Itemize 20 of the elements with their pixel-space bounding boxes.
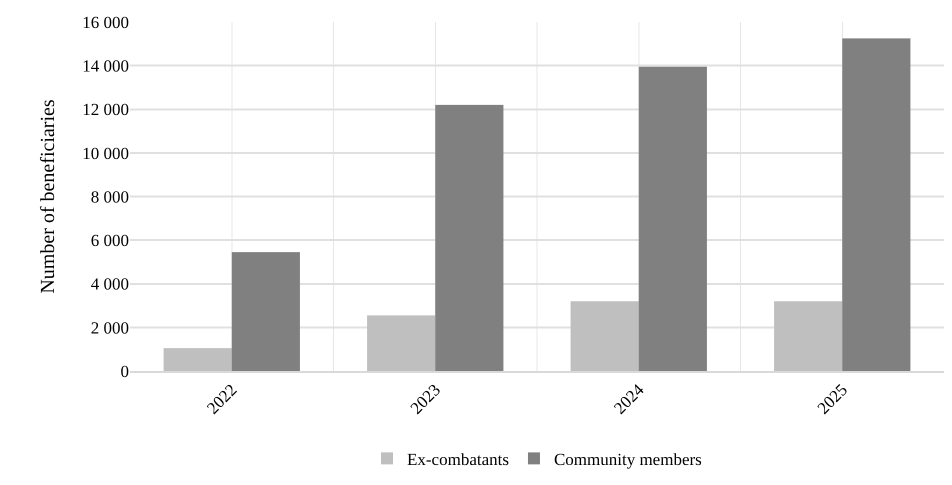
- y-tick-label: 8 000: [90, 187, 129, 206]
- y-tick-label: 6 000: [90, 231, 129, 250]
- y-tick-label: 2 000: [90, 318, 129, 338]
- bar: [774, 301, 842, 371]
- bar: [367, 315, 436, 371]
- legend-label: Community members: [554, 450, 702, 469]
- y-tick-label: 16 000: [82, 12, 129, 32]
- bar: [164, 348, 232, 371]
- y-tick-label: 0: [120, 362, 129, 381]
- y-tick-label: 10 000: [82, 144, 129, 163]
- bar: [232, 252, 300, 371]
- y-tick-label: 14 000: [82, 56, 129, 76]
- legend-label: Ex-combatants: [407, 450, 509, 469]
- y-axis-title: Number of beneficiaries: [36, 99, 59, 294]
- bar: [842, 38, 910, 371]
- y-tick-label: 4 000: [90, 274, 129, 294]
- bar: [570, 301, 639, 371]
- bar: [435, 104, 504, 371]
- bar: [638, 66, 707, 371]
- y-tick-label: 12 000: [82, 100, 129, 120]
